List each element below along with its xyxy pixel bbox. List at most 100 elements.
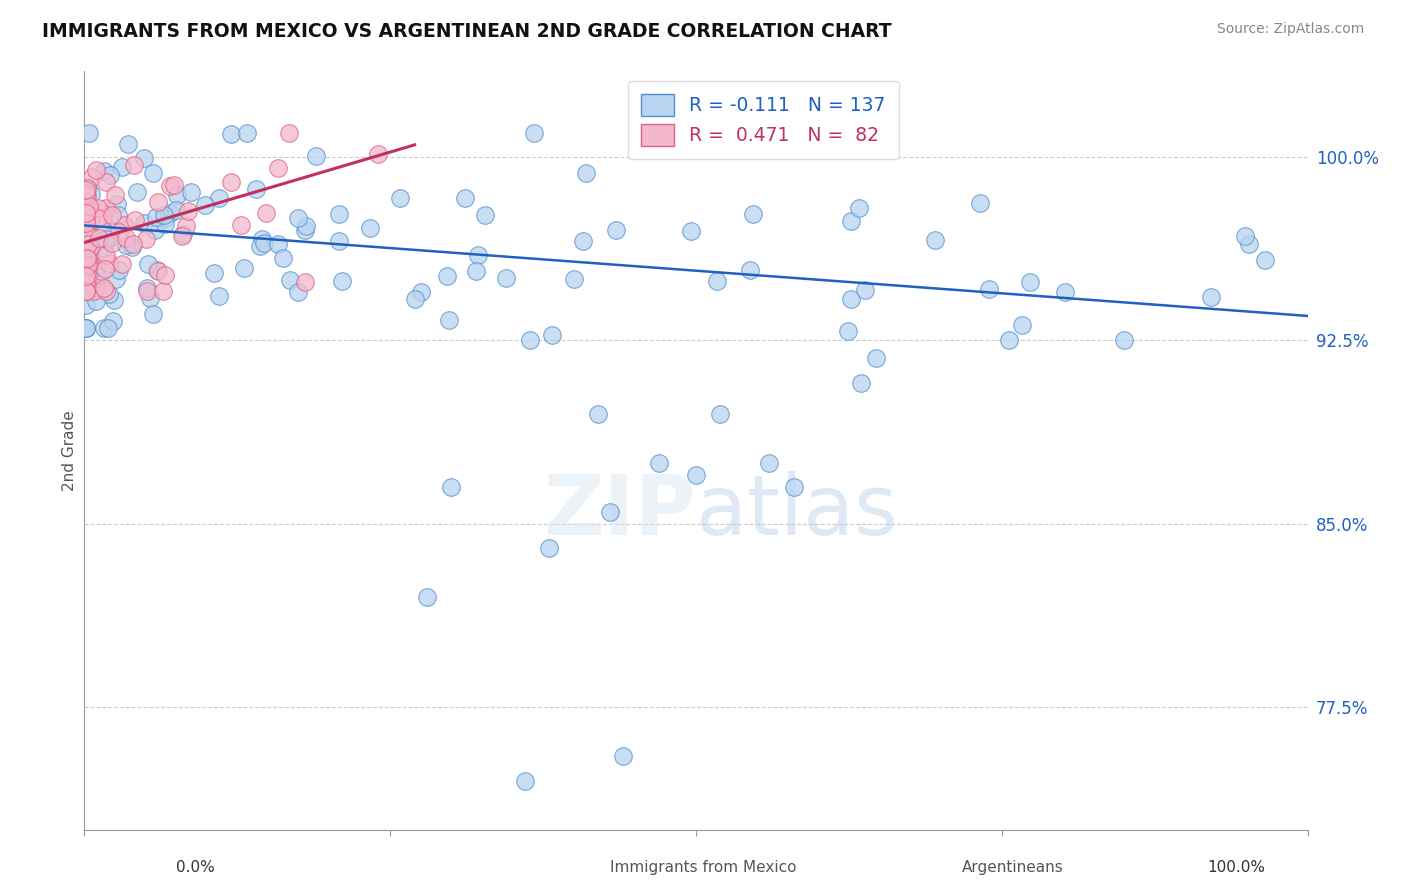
- Point: [101, 209, 124, 223]
- Point: [572, 235, 595, 249]
- Point: [80, 186, 103, 201]
- Point: [77, 201, 100, 215]
- Point: [177, 203, 200, 218]
- Point: [122, 158, 145, 172]
- Point: [84, 163, 107, 178]
- Point: [1233, 228, 1256, 243]
- Point: [75, 244, 97, 258]
- Point: [107, 208, 129, 222]
- Point: [146, 195, 169, 210]
- Point: [75, 297, 97, 311]
- Point: [202, 266, 225, 280]
- Point: [145, 210, 167, 224]
- Point: [91, 211, 114, 226]
- Point: [75, 237, 97, 252]
- Point: [148, 264, 170, 278]
- Point: [523, 126, 546, 140]
- Point: [75, 268, 97, 283]
- Point: [367, 146, 389, 161]
- Point: [75, 187, 97, 202]
- Point: [77, 257, 100, 271]
- Point: [1254, 253, 1277, 268]
- Point: [159, 178, 181, 193]
- Point: [132, 217, 155, 231]
- Point: [75, 264, 97, 278]
- Point: [82, 233, 104, 247]
- Text: Immigrants from Mexico: Immigrants from Mexico: [610, 861, 796, 875]
- Point: [839, 214, 862, 228]
- Point: [105, 197, 128, 211]
- Point: [75, 192, 97, 206]
- Point: [75, 209, 97, 223]
- Point: [75, 186, 97, 201]
- Point: [75, 285, 97, 299]
- Point: [538, 541, 561, 556]
- Point: [93, 321, 115, 335]
- Point: [75, 227, 97, 241]
- Point: [93, 164, 115, 178]
- Point: [103, 314, 125, 328]
- Point: [294, 275, 316, 289]
- Point: [84, 293, 107, 308]
- Point: [513, 773, 536, 788]
- Point: [75, 183, 97, 197]
- Point: [685, 467, 707, 482]
- Point: [139, 291, 162, 305]
- Point: [681, 224, 703, 238]
- Point: [76, 188, 98, 202]
- Point: [742, 207, 765, 221]
- Point: [114, 237, 136, 252]
- Point: [96, 248, 118, 262]
- Point: [96, 285, 118, 299]
- Point: [1019, 275, 1042, 289]
- Point: [969, 195, 991, 210]
- Point: [977, 282, 1000, 296]
- Point: [464, 264, 486, 278]
- Point: [153, 268, 176, 282]
- Point: [75, 276, 97, 290]
- Point: [105, 272, 128, 286]
- Point: [738, 263, 761, 277]
- Point: [132, 151, 155, 165]
- Point: [159, 206, 181, 220]
- Point: [76, 251, 98, 265]
- Point: [76, 252, 98, 266]
- Point: [848, 201, 870, 215]
- Point: [495, 271, 517, 285]
- Point: [76, 231, 98, 245]
- Point: [84, 280, 107, 294]
- Point: [404, 292, 426, 306]
- Point: [76, 258, 98, 272]
- Legend: R = -0.111   N = 137, R =  0.471   N =  82: R = -0.111 N = 137, R = 0.471 N = 82: [627, 81, 898, 159]
- Text: Argentineans: Argentineans: [962, 861, 1063, 875]
- Point: [75, 219, 97, 234]
- Text: 0.0%: 0.0%: [176, 861, 215, 875]
- Text: ZIP: ZIP: [544, 471, 696, 551]
- Point: [174, 219, 197, 233]
- Point: [758, 456, 780, 470]
- Point: [152, 285, 174, 299]
- Point: [252, 236, 274, 251]
- Point: [122, 236, 145, 251]
- Point: [94, 176, 117, 190]
- Point: [110, 160, 132, 174]
- Point: [75, 206, 97, 220]
- Point: [98, 287, 121, 301]
- Text: atlas: atlas: [696, 471, 897, 551]
- Point: [436, 268, 458, 283]
- Point: [79, 211, 101, 226]
- Point: [330, 274, 353, 288]
- Point: [86, 260, 108, 274]
- Point: [135, 232, 157, 246]
- Point: [328, 234, 350, 248]
- Point: [77, 211, 100, 226]
- Point: [76, 234, 98, 248]
- Point: [124, 213, 146, 227]
- Text: IMMIGRANTS FROM MEXICO VS ARGENTINEAN 2ND GRADE CORRELATION CHART: IMMIGRANTS FROM MEXICO VS ARGENTINEAN 2N…: [42, 22, 891, 41]
- Point: [245, 182, 267, 196]
- Point: [143, 223, 166, 237]
- Point: [440, 480, 463, 494]
- Point: [87, 201, 110, 215]
- Point: [837, 324, 859, 338]
- Point: [256, 206, 278, 220]
